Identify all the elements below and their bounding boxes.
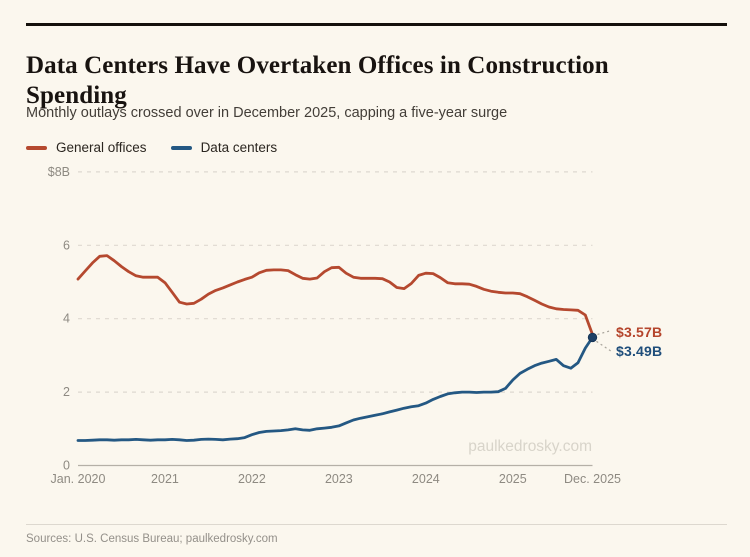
- y-axis-tick-label: 0: [63, 459, 70, 473]
- page-title: Data Centers Have Overtaken Offices in C…: [26, 51, 609, 109]
- end-value-label-general-offices: $3.57B: [616, 324, 663, 340]
- chart-subtitle: Monthly outlays crossed over in December…: [26, 105, 508, 121]
- end-value-label-data-centers: $3.49B: [616, 343, 663, 359]
- x-axis-tick-label: 2024: [412, 472, 440, 486]
- line-chart: $8B 6 4 2 0 Jan. 2020 2021 2022 2023 2024 2025 Dec.…: [0, 158, 750, 498]
- x-axis-tick-label: 2023: [325, 472, 353, 486]
- y-axis-tick-label: 6: [63, 238, 70, 252]
- x-axis-tick-label: 2022: [238, 472, 266, 486]
- y-axis-tick-label: 2: [63, 385, 70, 399]
- x-axis-tick-label: 2021: [151, 472, 179, 486]
- watermark: paulkedrosky.com: [468, 438, 592, 455]
- general-offices-swatch: [26, 145, 47, 150]
- sources-note: Sources: U.S. Census Bureau; paulkedrosk…: [26, 533, 278, 545]
- x-axis-tick-label: Dec. 2025: [564, 472, 621, 486]
- annotation-leader-line: [596, 340, 612, 352]
- data-centers-line: [76, 335, 594, 442]
- legend: General offices Data centers: [26, 140, 277, 155]
- legend-item-data-centers: Data centers: [170, 140, 278, 155]
- y-axis-tick-label: $8B: [48, 165, 70, 179]
- top-rule: [26, 23, 727, 26]
- crossover-endpoint-dot: [587, 332, 598, 343]
- legend-label: General offices: [56, 140, 147, 155]
- x-axis-tick-label: Jan. 2020: [51, 472, 106, 486]
- y-axis-tick-label: 4: [63, 312, 70, 326]
- x-axis-tick-label: 2025: [499, 472, 527, 486]
- data-centers-swatch: [170, 145, 192, 150]
- annotation-leader-line: [597, 329, 612, 335]
- general-offices-line: [76, 254, 594, 336]
- legend-item-general-offices: General offices: [26, 140, 147, 155]
- footer-rule: [26, 524, 727, 525]
- legend-label: Data centers: [200, 140, 278, 155]
